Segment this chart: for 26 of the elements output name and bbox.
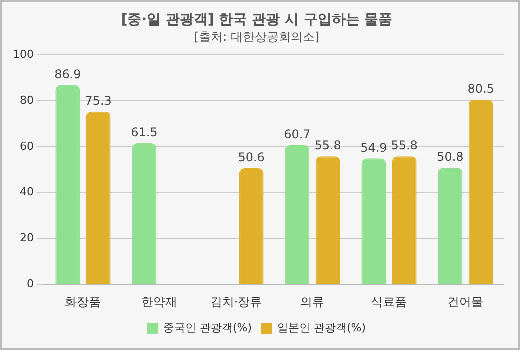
- chart-title: [중·일 관광객] 한국 관광 시 구입하는 물품: [121, 12, 393, 28]
- x-tick-label: 건어물: [448, 294, 484, 309]
- y-tick-label: 100: [12, 48, 34, 62]
- y-tick-label: 20: [20, 232, 34, 245]
- legend-label: 일본인 관광객(%): [278, 321, 366, 334]
- chart-subtitle: [출처: 대한상공회의소]: [194, 30, 320, 44]
- x-tick-label: 한약재: [142, 294, 178, 309]
- y-tick-label: 60: [20, 140, 34, 153]
- y-tick-label: 0: [26, 277, 34, 290]
- data-label: 75.3: [85, 94, 112, 108]
- data-label: 55.8: [391, 138, 418, 153]
- data-label: 60.7: [284, 127, 311, 142]
- data-label: 50.6: [238, 150, 265, 165]
- x-tick-label: 의류: [300, 294, 325, 309]
- data-label: 80.5: [468, 82, 494, 96]
- data-label: 55.8: [314, 138, 342, 153]
- y-tick-label: 40: [20, 186, 34, 199]
- legend-label: 중국인 관광객(%): [163, 321, 252, 334]
- x-tick-label: 김치·장류: [210, 294, 262, 309]
- data-label: 50.8: [437, 150, 464, 164]
- data-label: 54.9: [360, 140, 388, 155]
- data-label: 86.9: [54, 67, 82, 82]
- x-tick-label: 화장품: [65, 294, 102, 309]
- data-label: 61.5: [131, 126, 158, 140]
- y-tick-label: 80: [20, 94, 34, 107]
- x-tick-label: 식료품: [371, 294, 408, 309]
